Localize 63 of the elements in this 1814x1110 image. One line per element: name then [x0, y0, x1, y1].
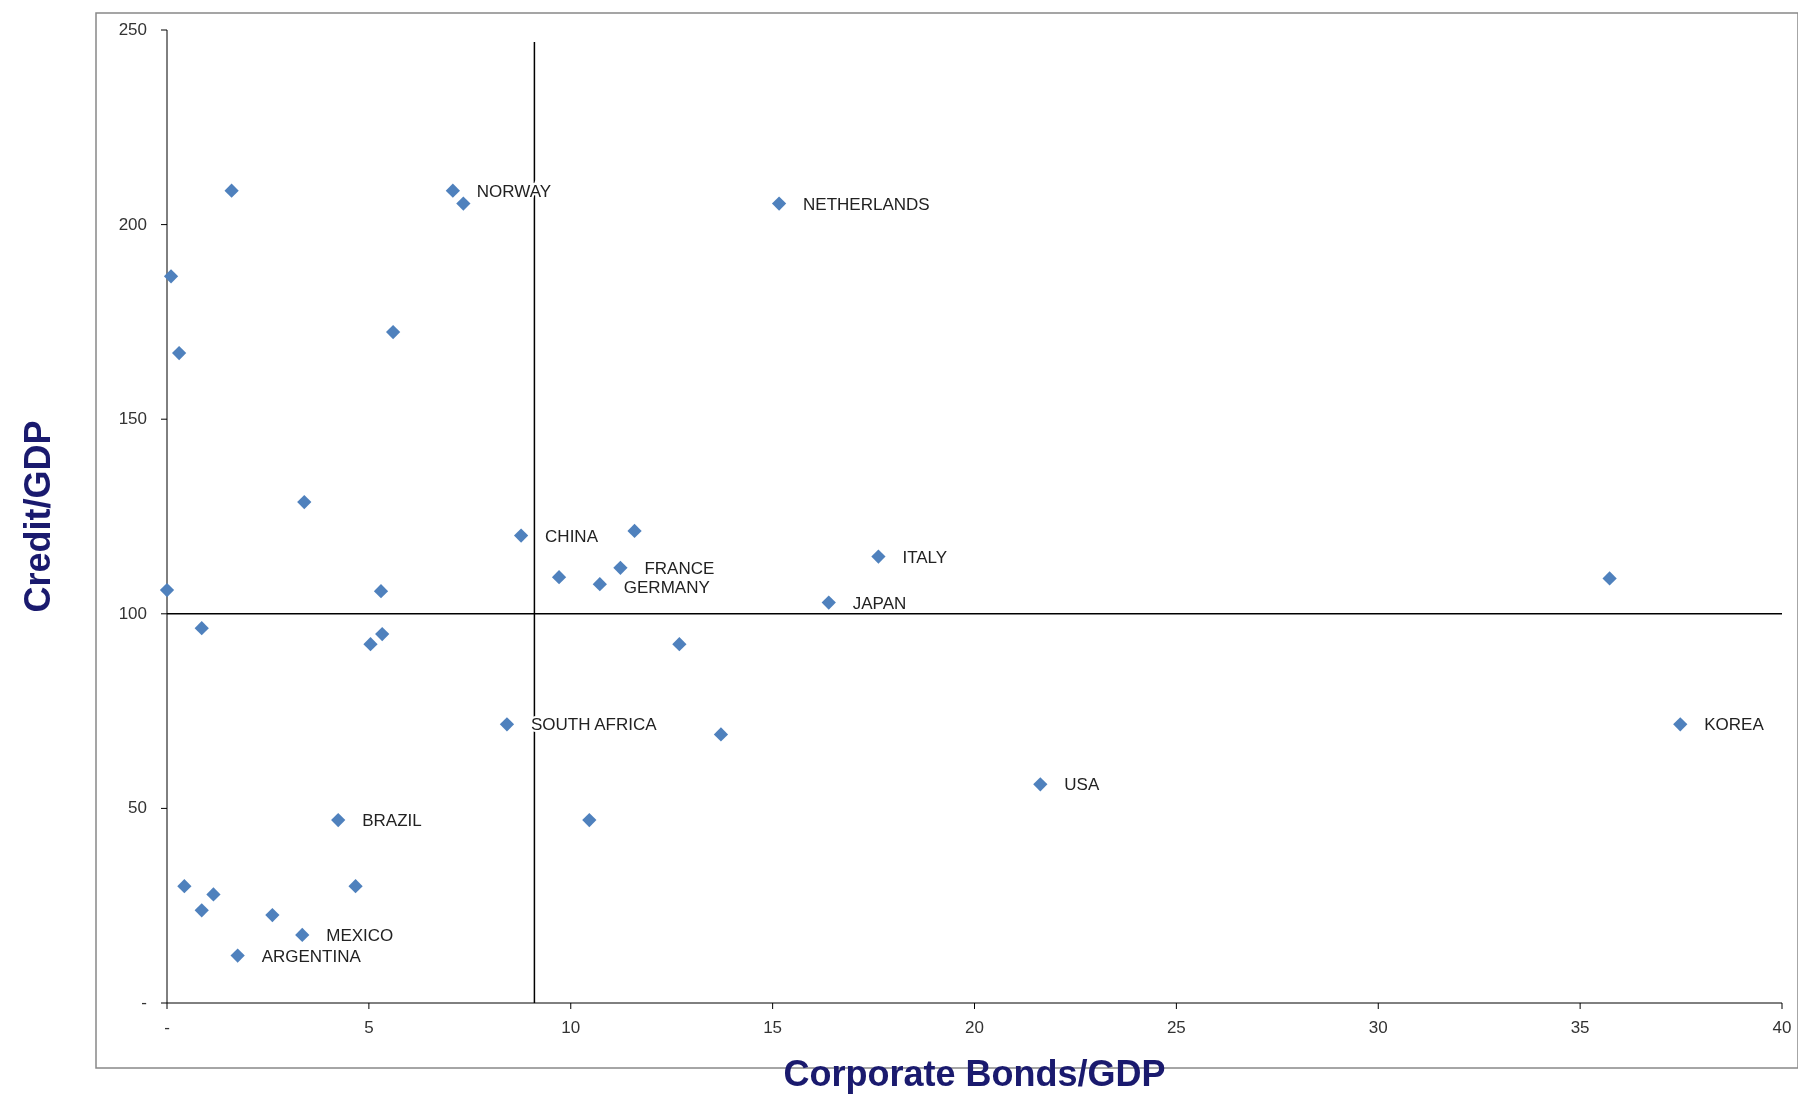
point [871, 549, 886, 564]
x-tick-label: 15 [763, 1018, 783, 1037]
point [771, 196, 787, 211]
point [171, 345, 187, 361]
y-axis-title: Credit/GDP [17, 420, 58, 613]
x-axis-title: Corporate Bonds/GDP [783, 1053, 1166, 1094]
point [177, 879, 192, 894]
point [1673, 717, 1688, 732]
point [613, 560, 628, 575]
point [331, 812, 346, 828]
annotation: FRANCE [644, 558, 715, 578]
point [206, 887, 221, 902]
point [592, 577, 607, 592]
annotation: ITALY [902, 547, 948, 567]
point [159, 582, 175, 598]
point [445, 183, 460, 198]
y-tick-label: 150 [118, 409, 147, 429]
annotation: GERMANY [623, 577, 710, 597]
annotation: CHINA [545, 526, 599, 546]
point [348, 879, 363, 894]
annotation: MEXICO [326, 925, 394, 945]
y-tick-label: 100 [118, 603, 147, 623]
point [672, 637, 687, 652]
point [373, 584, 389, 599]
point [230, 948, 245, 963]
point [582, 812, 597, 828]
point [295, 927, 310, 943]
point [265, 907, 280, 923]
point [194, 621, 209, 636]
annotation: ARGENTINA [261, 946, 362, 966]
point [1602, 571, 1617, 586]
x-tick-label: 40 [1772, 1018, 1792, 1037]
x-tick-label: - [164, 1018, 170, 1037]
x-tick-label: 10 [561, 1018, 581, 1037]
point [194, 903, 209, 918]
point [551, 570, 567, 585]
annotation: BRAZIL [362, 811, 422, 831]
x-tick-label: 5 [364, 1018, 374, 1037]
point [821, 595, 836, 610]
y-tick-label: 50 [128, 798, 147, 818]
point [627, 523, 642, 539]
y-tick-label: - [141, 993, 147, 1012]
annotation: KOREA [1704, 715, 1765, 735]
x-tick-label: 35 [1570, 1018, 1590, 1037]
point [499, 717, 515, 732]
point [224, 183, 239, 198]
x-tick-label: 25 [1166, 1018, 1186, 1037]
annotation: NETHERLANDS [803, 194, 930, 214]
point [163, 269, 179, 284]
point [375, 626, 390, 642]
point [513, 528, 529, 543]
point [456, 196, 471, 211]
point [297, 494, 312, 510]
annotation: JAPAN [852, 593, 907, 613]
point [713, 727, 729, 742]
x-tick-label: 30 [1368, 1018, 1388, 1037]
point [363, 637, 378, 652]
x-tick-label: 20 [965, 1018, 984, 1037]
y-tick-label: 250 [118, 20, 147, 39]
annotation: USA [1064, 775, 1100, 795]
point [385, 324, 401, 340]
point [1033, 777, 1048, 792]
y-tick-label: 200 [118, 214, 147, 234]
